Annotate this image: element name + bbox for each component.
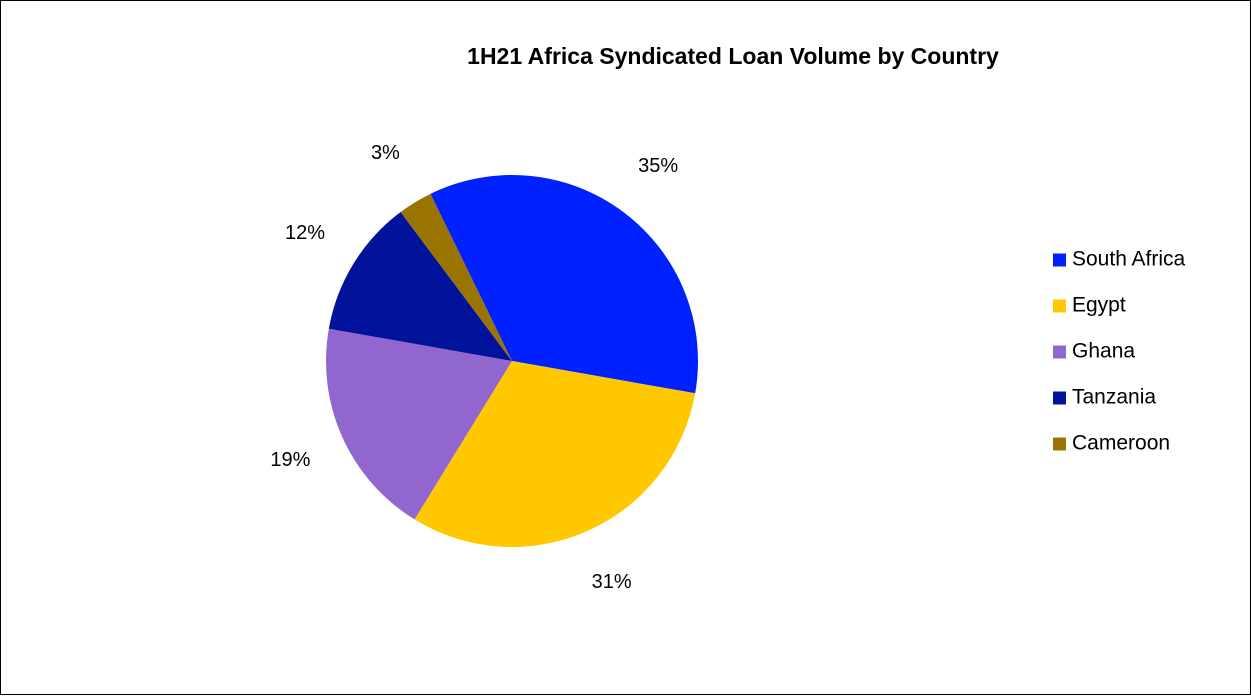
legend-swatch-south-africa — [1053, 253, 1066, 267]
data-label-tanzania: 12% — [285, 222, 325, 244]
pie-data-labels: 35% 31% 19% 12% 3% — [270, 142, 678, 593]
legend-label-south-africa: South Africa — [1072, 248, 1186, 271]
legend-swatch-cameroon — [1053, 437, 1066, 451]
data-label-cameroon: 3% — [371, 142, 400, 164]
legend: South Africa Egypt Ghana Tanzania Cameroon — [1053, 248, 1186, 455]
pie-slice-ghana — [326, 328, 512, 520]
legend-label-cameroon: Cameroon — [1072, 432, 1170, 455]
legend-label-tanzania: Tanzania — [1072, 386, 1156, 409]
legend-swatch-egypt — [1053, 299, 1066, 313]
pie-slice-south-africa — [430, 174, 698, 394]
data-label-egypt: 31% — [592, 571, 632, 593]
chart-title: 1H21 Africa Syndicated Loan Volume by Co… — [467, 43, 999, 69]
legend-swatch-ghana — [1053, 345, 1066, 359]
pie-slice-tanzania — [328, 212, 512, 361]
legend-label-egypt: Egypt — [1072, 294, 1126, 317]
pie-slices — [326, 174, 698, 547]
pie-slice-egypt — [414, 361, 696, 547]
data-label-south-africa: 35% — [638, 155, 678, 177]
pie-slice-cameroon — [400, 193, 512, 361]
legend-label-ghana: Ghana — [1072, 340, 1135, 363]
data-label-ghana: 19% — [270, 449, 310, 471]
legend-swatch-tanzania — [1053, 391, 1066, 405]
